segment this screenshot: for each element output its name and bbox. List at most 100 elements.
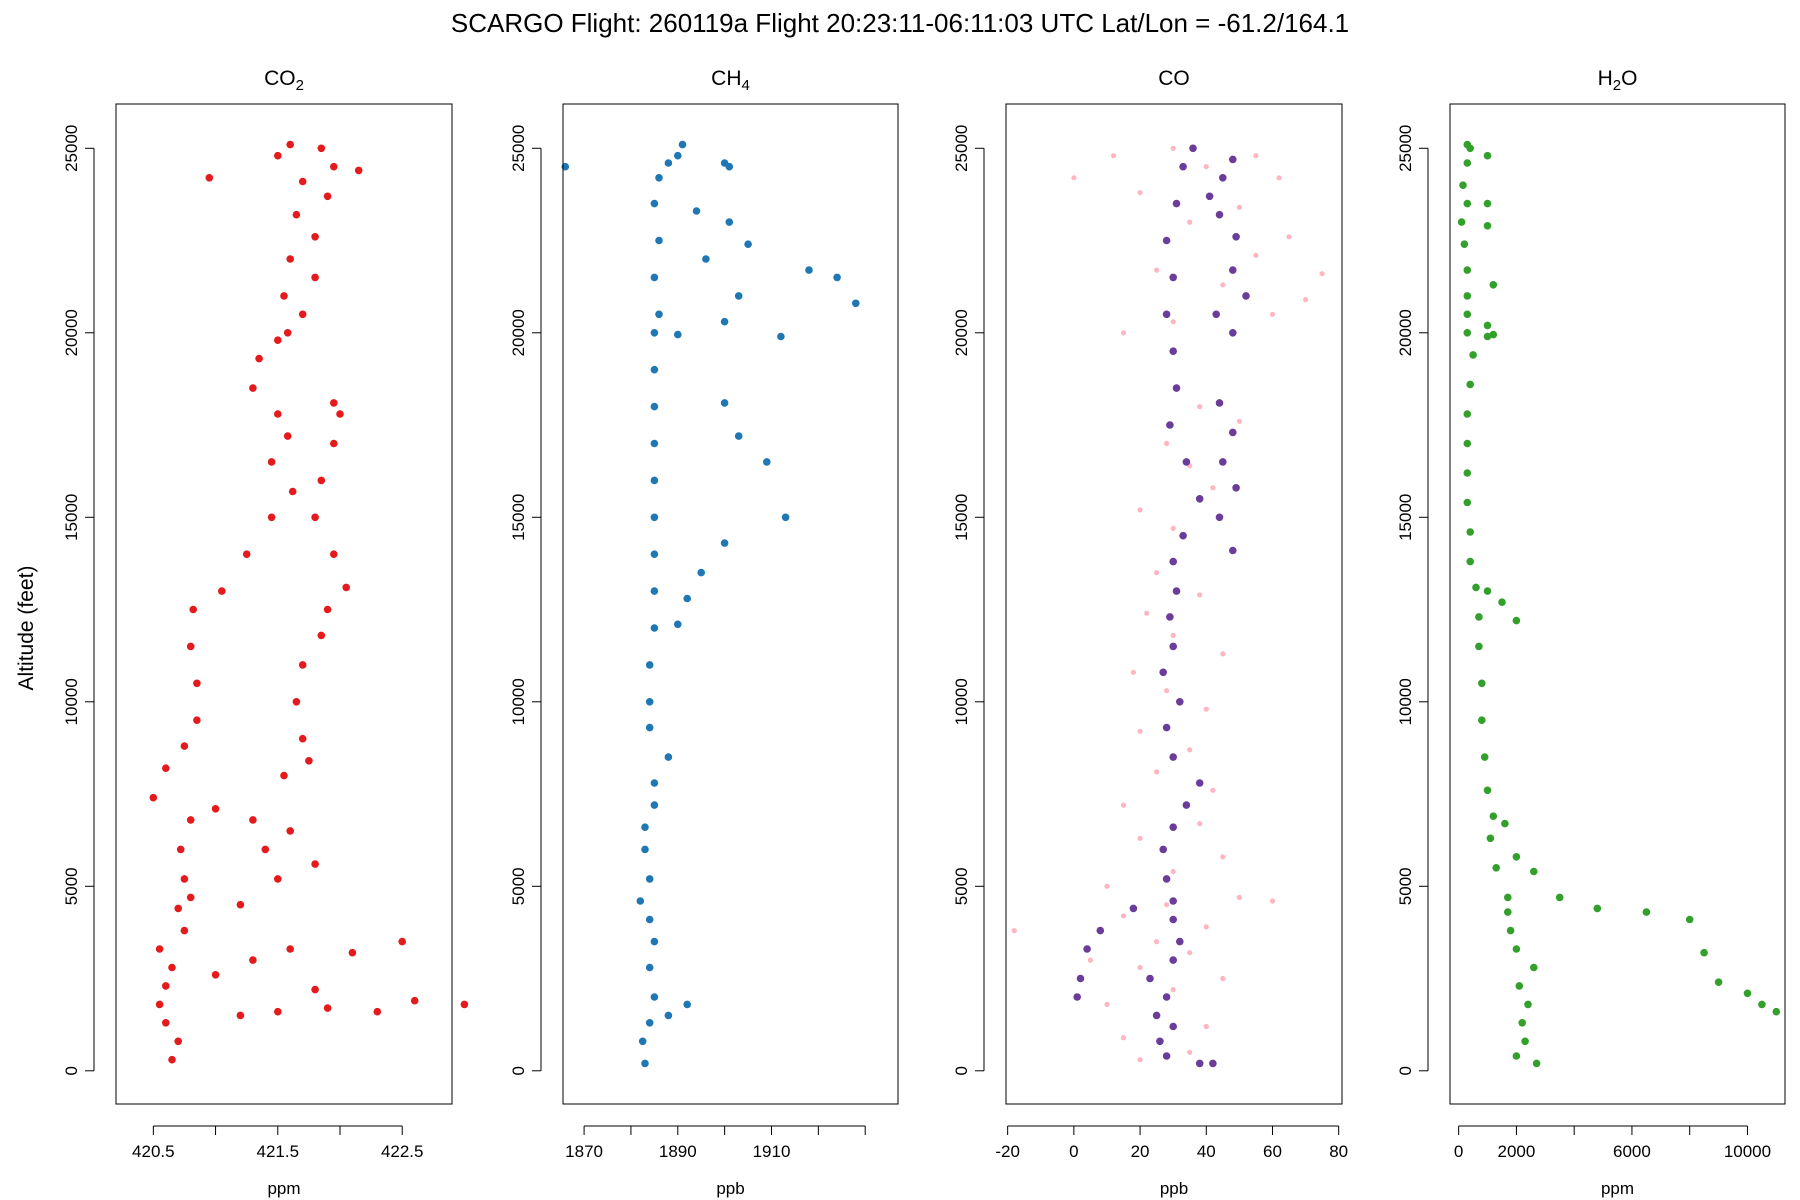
co2-data-point	[280, 292, 288, 300]
co2-data-point	[249, 816, 257, 824]
co2-data-point	[218, 587, 226, 595]
ch4-data-point	[674, 620, 682, 629]
co2-data-point	[236, 900, 245, 909]
co-data-point	[1104, 1001, 1110, 1008]
co-data-point	[1176, 937, 1184, 946]
co-data-point	[1154, 939, 1160, 945]
co2-title-subscript: 2	[296, 77, 304, 94]
co-data-point	[1146, 974, 1154, 983]
co2-data-point	[342, 583, 351, 592]
ch4-data-point	[650, 937, 659, 946]
ch4-data-point	[641, 845, 649, 854]
co-data-point	[1169, 753, 1177, 761]
h2o-x-axis-label: ppm	[1601, 1179, 1634, 1198]
co-data-point	[1172, 199, 1181, 208]
ch4-data-point	[636, 897, 645, 905]
co-data-point	[1236, 894, 1242, 901]
ch4-data-point	[805, 266, 813, 274]
ch4-data-point	[650, 402, 659, 411]
h2o-data-point	[1475, 613, 1483, 621]
h2o-data-point	[1483, 587, 1492, 595]
h2o-x-tick-label: 0	[1454, 1142, 1463, 1161]
h2o-data-point	[1463, 292, 1472, 300]
co-data-point	[1215, 399, 1224, 407]
co2-data-point	[249, 384, 257, 392]
co-data-point	[1187, 950, 1193, 956]
co2-data-point	[298, 310, 307, 319]
h2o-data-point	[1475, 642, 1483, 651]
ch4-data-point	[645, 698, 654, 706]
h2o-data-point	[1593, 904, 1602, 913]
co2-y-tick-label: 10000	[62, 678, 81, 725]
co2-data-point	[311, 985, 319, 994]
co2-data-point	[283, 432, 292, 440]
ch4-data-point	[692, 207, 701, 215]
co-data-point	[1159, 668, 1167, 677]
h2o-data-point	[1700, 948, 1708, 957]
ch4-x-tick-label: 1890	[659, 1142, 697, 1161]
h2o-data-point	[1524, 1000, 1532, 1009]
ch4-data-point	[720, 317, 729, 326]
h2o-data-point	[1714, 978, 1723, 986]
h2o-data-point	[1530, 867, 1538, 876]
co-data-point	[1197, 821, 1203, 827]
co2-data-point	[286, 945, 295, 953]
co-data-point	[1220, 854, 1226, 860]
co-data-point	[1212, 310, 1220, 319]
co2-data-point	[323, 1004, 332, 1012]
co-data-point	[1205, 192, 1214, 201]
co2-y-tick-label: 25000	[62, 125, 81, 172]
co-data-point	[1229, 546, 1237, 555]
co-data-point	[1219, 458, 1227, 466]
co-data-point	[1083, 945, 1091, 953]
h2o-data-point	[1483, 332, 1492, 341]
co-data-point	[1166, 421, 1174, 429]
co2-data-point	[274, 410, 282, 418]
co2-y-tick-label: 0	[62, 1066, 81, 1075]
h2o-data-point	[1483, 321, 1492, 330]
co-data-point	[1170, 868, 1176, 875]
h2o-y-tick-label: 20000	[1396, 309, 1415, 356]
co2-data-point	[298, 734, 307, 743]
h2o-y-tick-label: 0	[1396, 1066, 1415, 1075]
h2o-data-point	[1478, 716, 1486, 724]
h2o-data-point	[1501, 819, 1509, 828]
h2o-y-tick-label: 15000	[1396, 494, 1415, 541]
h2o-data-point	[1555, 893, 1564, 902]
co-data-point	[1203, 706, 1209, 712]
co-data-point	[1229, 266, 1237, 274]
co2-data-point	[336, 410, 344, 418]
ch4-data-point	[645, 1019, 654, 1027]
ch4-data-point	[725, 218, 734, 226]
co-data-point	[1129, 904, 1138, 913]
co2-title-main: CO	[264, 67, 296, 90]
co2-data-point	[174, 904, 182, 913]
co-data-point	[1220, 651, 1226, 657]
co-data-point	[1220, 975, 1226, 982]
h2o-data-point	[1772, 1007, 1781, 1016]
panel-co: CO -20 0 20 40 60 80 ppb 0 5000 10000 15000 20000 250…	[952, 67, 1348, 1198]
h2o-data-point	[1463, 310, 1472, 319]
co2-data-point	[261, 845, 270, 854]
co-data-point	[1120, 913, 1127, 919]
co-data-point	[1076, 974, 1085, 983]
co-data-point	[1120, 330, 1127, 336]
co2-data-point	[311, 860, 319, 868]
co-data-point	[1159, 845, 1167, 854]
h2o-data-point	[1758, 1000, 1766, 1009]
h2o-x-tick-label: 6000	[1613, 1142, 1651, 1161]
co-data-point	[1162, 310, 1171, 319]
co-panel-title: CO	[1158, 67, 1190, 90]
co-y-tick-label: 10000	[952, 678, 971, 725]
figure-y-axis-label: Altitude (feet)	[15, 566, 38, 691]
co2-data-point	[410, 996, 419, 1005]
co-data-point	[1232, 233, 1240, 241]
co-data-point	[1169, 273, 1177, 282]
co-data-point	[1154, 570, 1160, 576]
co2-data-point	[155, 945, 164, 953]
h2o-data-point	[1463, 199, 1472, 208]
ch4-data-point	[674, 330, 682, 339]
co-data-point	[1203, 1023, 1209, 1030]
co-data-point	[1137, 190, 1143, 196]
ch4-plot-frame	[562, 103, 899, 1105]
